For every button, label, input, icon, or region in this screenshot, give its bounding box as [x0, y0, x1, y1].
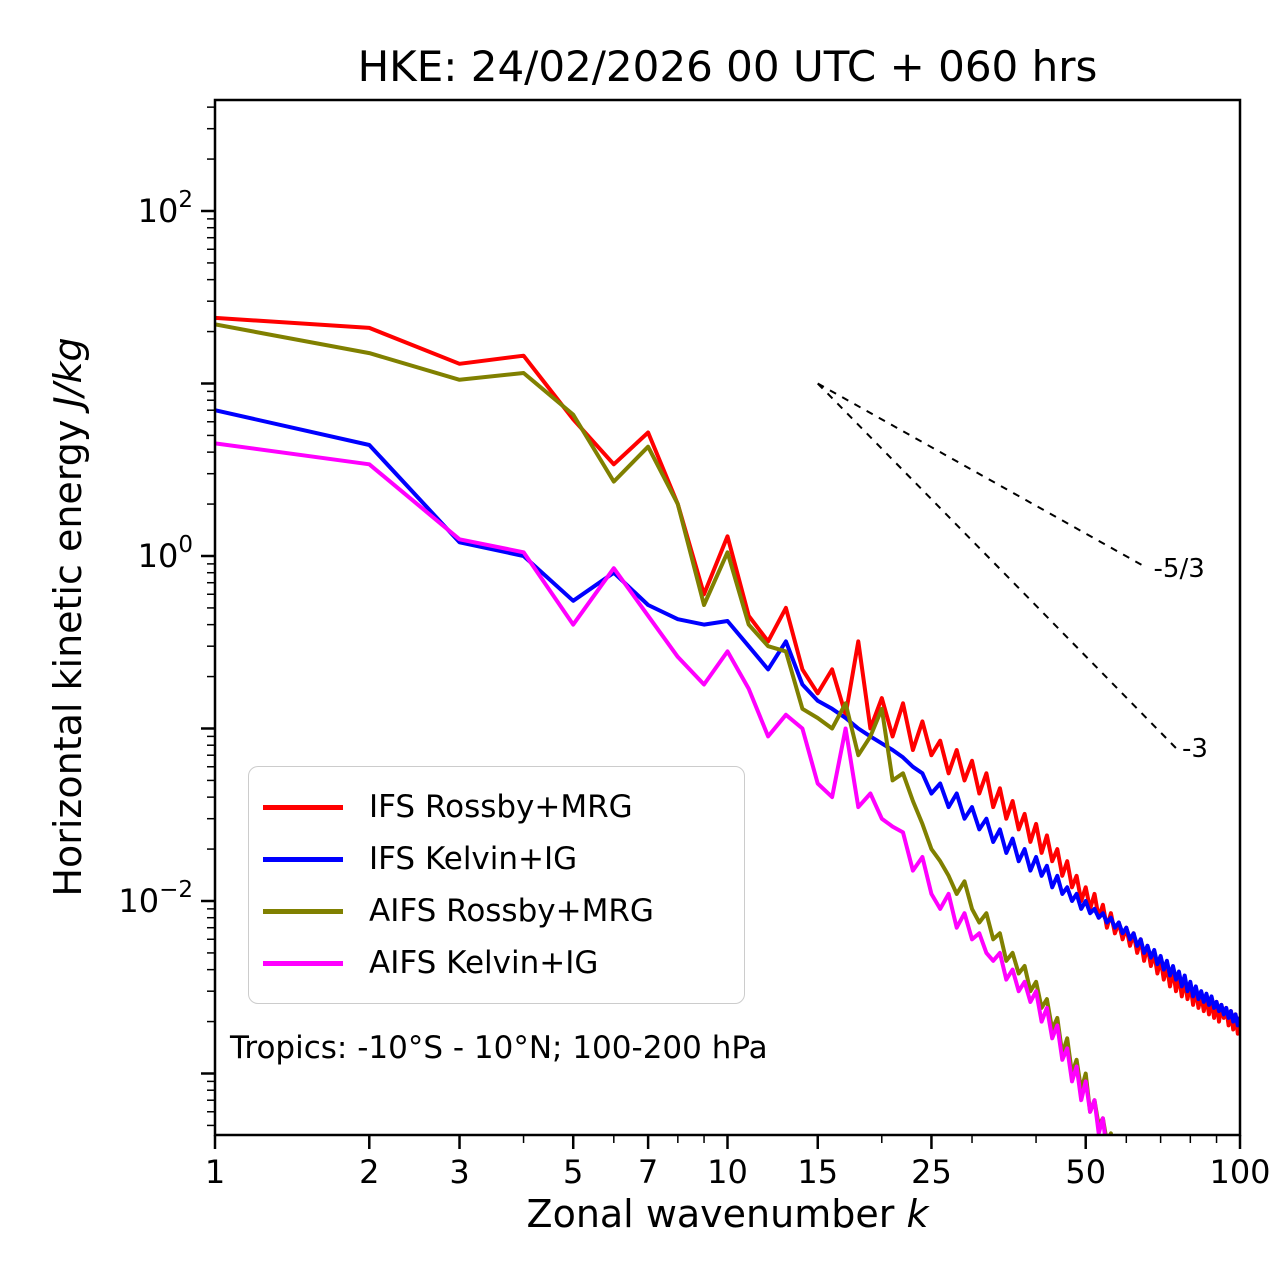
legend-line-sample-aifs-rossby-mrg	[263, 908, 343, 914]
y-axis-label-math: J/kg	[46, 337, 90, 408]
y-tick-label: 102	[138, 187, 193, 230]
x-tick-label: 2	[359, 1153, 379, 1191]
x-axis-label: Zonal wavenumber k	[215, 1192, 1240, 1236]
legend-item: AIFS Kelvin+IG	[263, 937, 734, 989]
reference-slope-line	[817, 382, 1177, 749]
legend-line-sample-ifs-kelvin-ig	[263, 856, 343, 862]
region-annotation: Tropics: -10°S - 10°N; 100-200 hPa	[230, 1030, 768, 1066]
x-axis-label-text: Zonal wavenumber	[526, 1192, 907, 1236]
x-tick-label: 10	[707, 1153, 748, 1191]
y-axis-label: Horizontal kinetic energy J/kg	[46, 337, 90, 896]
x-tick-label: 3	[449, 1153, 469, 1191]
legend-item-label: AIFS Kelvin+IG	[369, 945, 599, 981]
legend-item-label: AIFS Rossby+MRG	[369, 893, 654, 929]
x-tick-label: 1	[205, 1153, 225, 1191]
x-tick-label: 7	[638, 1153, 658, 1191]
x-tick-label: 5	[563, 1153, 583, 1191]
legend-line-sample-ifs-rossby-mrg	[263, 804, 343, 810]
y-tick-label: 100	[138, 532, 193, 575]
x-tick-label: 25	[911, 1153, 952, 1191]
legend-item: AIFS Rossby+MRG	[263, 885, 734, 937]
series-line	[215, 315, 1240, 1036]
plot-border	[213, 98, 1242, 1137]
y-axis-label-text: Horizontal kinetic energy	[46, 407, 90, 897]
reference-slope-line	[817, 382, 1149, 570]
x-tick-label: 50	[1065, 1153, 1106, 1191]
series-line	[215, 441, 1107, 1135]
reference-slope-label: -5/3	[1154, 554, 1205, 584]
x-tick-label: 15	[797, 1153, 838, 1191]
legend-item-label: IFS Rossby+MRG	[369, 789, 633, 825]
legend-item-label: IFS Kelvin+IG	[369, 841, 578, 877]
x-axis-label-math: k	[906, 1192, 929, 1236]
reference-slope-label: -3	[1182, 734, 1208, 764]
y-tick-label: 10−2	[118, 877, 193, 920]
x-tick-label: 100	[1209, 1153, 1270, 1191]
legend: IFS Rossby+MRG IFS Kelvin+IG AIFS Rossby…	[248, 766, 745, 1004]
legend-item: IFS Rossby+MRG	[263, 781, 734, 833]
legend-item: IFS Kelvin+IG	[263, 833, 734, 885]
chart-title: HKE: 24/02/2026 00 UTC + 060 hrs	[357, 42, 1098, 91]
legend-line-sample-aifs-kelvin-ig	[263, 960, 343, 966]
series-group	[215, 315, 1240, 1135]
